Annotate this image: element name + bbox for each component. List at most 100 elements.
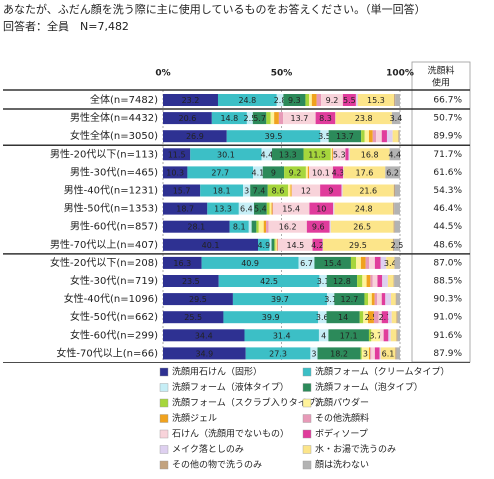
bar-segment [357,94,395,106]
bar-value-label: 13.3 [279,150,297,159]
bar-segment [217,94,277,106]
bar-value-label: 4.2 [311,241,324,250]
bar-value-label: 3 [363,349,368,358]
bar-value-label: 25.5 [184,313,202,322]
bar-segment [399,130,400,143]
usage-value: 87.9% [433,349,462,359]
usage-value: 48.6% [433,240,462,250]
legend-swatch [159,445,169,454]
bar-segment [307,166,309,179]
bar-segment [329,220,331,233]
bar-value-label: 18.2 [330,349,348,358]
x-tick-label: 0% [155,69,170,79]
bar-segment [207,202,239,215]
bar-segment [200,184,244,197]
bar-segment [332,166,344,179]
y-tick-label: 男性-50代(n=1353) [64,202,158,215]
bar-value-label: 5.4 [254,205,267,214]
bar-value-label: 12 [301,187,311,196]
bar-value-label: 9.2 [326,96,339,105]
bar-value-label: 24.8 [238,96,256,105]
bar-segment [364,293,369,306]
bar-value-label: 10.3 [166,168,184,177]
bar-segment [377,293,382,306]
bar-segment [395,184,400,197]
bar-segment [397,311,400,324]
bar-value-label: 15.7 [173,187,191,196]
bar-value-label: 16.2 [279,223,297,232]
legend-label: 洗顔ジェル [172,412,217,424]
bar-segment [391,311,397,324]
bar-segment [369,256,375,269]
bar-segment [245,347,311,360]
bar-segment [362,275,367,287]
bar-value-label: 14 [338,313,348,322]
bar-segment [262,166,285,179]
y-tick-label: 男性-60代(n=857) [70,220,158,233]
bar-segment [361,347,369,360]
bar-segment [322,238,393,251]
bar-segment [393,202,395,215]
y-tick-label: 全体(n=7482) [90,93,158,106]
y-tick-label: 女性-60代(n=299) [70,328,158,341]
bar-segment [360,256,366,269]
bar-segment [226,130,321,143]
bar-segment [381,293,386,306]
legend-label: 水・お湯で洗うのみ [315,443,396,455]
bar-segment [278,238,313,251]
bar-segment [334,293,365,306]
legend-label: 顔は洗わない [315,459,369,471]
x-tick-label: 50% [271,69,293,79]
legend-label: その他洗顔料 [315,412,369,424]
bar-segment [385,293,391,306]
bar-value-label: 4.1 [252,168,265,177]
bar-value-label: 42.5 [260,277,278,286]
bar-value-label: 17.1 [340,331,358,340]
y-tick-label: 男性-20代以下(n=113) [50,147,158,160]
bar-segment [343,166,386,179]
bar-value-label: 3.7 [369,331,382,340]
bar-segment [246,112,253,125]
bar-segment [163,94,218,106]
bar-segment [330,220,394,233]
bar-segment [334,202,394,215]
bar-segment [392,238,395,251]
bar-value-label: 2.7 [379,313,392,322]
bar-value-label: 39.9 [262,313,280,322]
bar-segment [163,130,227,143]
bar-segment [305,94,309,106]
bar-segment [288,184,291,197]
bar-value-label: 6.2 [386,168,399,177]
bar-value-label: 26.9 [186,132,204,141]
bar-value-label: 9 [328,187,333,196]
bar-segment [349,148,390,161]
bar-segment [238,202,255,215]
bar-segment [271,238,275,251]
bar-segment [379,347,381,360]
bar-segment [163,148,191,161]
bar-segment [374,347,380,360]
bar-segment [394,238,400,251]
bar-segment [368,347,371,360]
bar-segment [365,256,370,269]
bar-segment [250,184,268,197]
bar-value-label: 3.4 [384,259,397,268]
bar-segment [328,130,362,143]
bar-value-label: 23.2 [182,96,200,105]
bar-segment [261,148,273,161]
bar-value-label: 27.3 [269,349,287,358]
bar-segment [274,238,276,251]
bar-value-label: 34.4 [195,331,213,340]
bar-segment [310,347,318,360]
bar-segment [256,220,259,233]
bar-segment [366,275,371,287]
bar-value-label: 5.5 [343,96,356,105]
bar-segment [163,202,208,215]
legend-swatch [159,398,169,408]
x-tick-label: 100% [386,69,414,79]
chart-subtitle: 回答者：全員 N=7,482 [3,19,129,33]
bar-value-label: 34.9 [195,349,213,358]
bar-segment [382,275,388,287]
bar-segment [373,311,379,324]
bar-segment [267,184,289,197]
